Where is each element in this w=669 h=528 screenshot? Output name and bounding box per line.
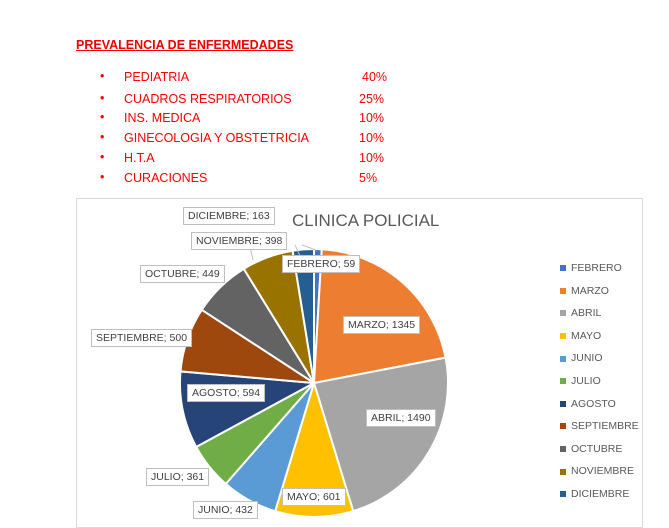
legend-swatch-icon [560,423,566,430]
data-label: JULIO; 361 [146,468,210,486]
page-heading: PREVALENCIA DE ENFERMEDADES [76,38,294,52]
disease-name: GINECOLOGIA Y OBSTETRICIA [124,131,310,145]
legend-swatch-icon [560,446,566,453]
legend-swatch-icon [560,333,566,340]
disease-name: CURACIONES [124,171,208,185]
disease-percent: 10% [359,151,385,165]
legend-swatch-icon [560,310,566,317]
bullet-icon: • [100,69,105,83]
legend-item: JUNIO [560,352,603,364]
legend-swatch-icon [560,355,566,362]
bullet-icon: • [100,91,105,105]
data-label: JUNIO; 432 [193,501,258,519]
disease-percent: 10% [359,111,385,125]
disease-name: PEDIATRIA [124,70,190,84]
legend-label: FEBRERO [571,262,622,274]
data-label: FEBRERO; 59 [282,255,361,273]
pie-slice-mayo [273,379,355,518]
legend-item: DICIEMBRE [560,488,629,500]
legend-label: DICIEMBRE [571,488,630,500]
legend-swatch-icon [560,265,566,272]
legend-swatch-icon [560,491,566,498]
bullet-icon: • [100,110,105,124]
bullet-icon: • [100,150,105,164]
data-label: DICIEMBRE; 163 [183,207,275,225]
data-label: MARZO; 1345 [343,316,421,334]
legend-swatch-icon [560,287,566,294]
disease-name: CUADROS RESPIRATORIOS [124,92,292,106]
legend-label: JULIO [571,375,601,387]
legend-label: AGOSTO [571,397,616,410]
disease-percent: 5% [359,171,378,185]
bullet-icon: • [100,130,105,144]
leader-line [294,244,301,257]
data-label: MAYO; 601 [282,488,346,506]
disease-name: H.T.A [124,151,155,165]
legend-label: ABRIL [571,307,602,320]
chart-title: CLINICA POLICIAL [292,211,440,230]
bullet-icon: • [100,170,105,184]
data-label: NOVIEMBRE; 398 [191,232,288,250]
pie-slice-abril [312,356,449,513]
legend-item: AGOSTO [560,398,616,410]
data-label: AGOSTO; 594 [187,384,266,402]
legend-item: MARZO [560,285,609,297]
legend-item: OCTUBRE [560,443,622,455]
leader-line [301,244,317,251]
legend-label: NOVIEMBRE [571,465,635,478]
legend-label: MAYO [571,329,602,342]
legend-swatch-icon [560,400,566,407]
legend-item: SEPTIEMBRE [560,420,639,432]
data-label: OCTUBRE; 449 [140,265,225,283]
legend-label: OCTUBRE [571,442,623,455]
legend-label: MARZO [571,284,609,297]
legend-item: ABRIL [560,307,601,319]
legend-item: FEBRERO [560,262,622,274]
legend-label: JUNIO [571,352,603,365]
disease-percent: 40% [362,70,388,84]
disease-percent: 25% [359,92,385,106]
legend-swatch-icon [560,378,566,385]
legend-item: NOVIEMBRE [560,465,634,477]
legend-item: MAYO [560,330,601,342]
legend-item: JULIO [560,375,601,387]
data-label: ABRIL; 1490 [366,409,436,427]
legend-swatch-icon [560,468,566,475]
disease-percent: 10% [359,131,385,145]
legend-label: SEPTIEMBRE [571,420,639,433]
data-label: SEPTIEMBRE; 500 [91,329,193,347]
disease-name: INS. MEDICA [124,111,201,125]
